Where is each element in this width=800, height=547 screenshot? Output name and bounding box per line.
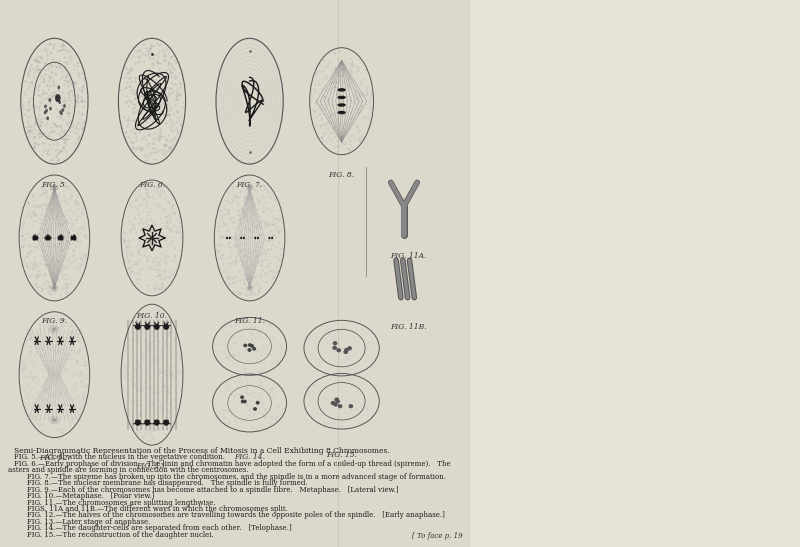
Ellipse shape <box>243 344 247 347</box>
Ellipse shape <box>334 398 339 401</box>
Text: FIG. 15.—The reconstruction of the daughter nuclei.: FIG. 15.—The reconstruction of the daugh… <box>27 531 214 539</box>
Ellipse shape <box>333 403 338 406</box>
Ellipse shape <box>154 420 160 426</box>
Text: FIG. 6.: FIG. 6. <box>139 181 165 189</box>
Text: FIG. 10.: FIG. 10. <box>137 312 167 320</box>
Ellipse shape <box>335 399 340 404</box>
Ellipse shape <box>144 420 150 426</box>
Ellipse shape <box>332 346 337 350</box>
Ellipse shape <box>49 107 52 110</box>
Text: FIG. 10.—Metaphase.   [Polar view.]: FIG. 10.—Metaphase. [Polar view.] <box>27 492 154 500</box>
Ellipse shape <box>333 341 338 345</box>
FancyBboxPatch shape <box>470 0 800 547</box>
Ellipse shape <box>163 420 169 426</box>
Ellipse shape <box>226 237 228 239</box>
Text: FIG. 14.: FIG. 14. <box>234 453 265 461</box>
Ellipse shape <box>241 400 245 403</box>
Ellipse shape <box>135 420 141 426</box>
Ellipse shape <box>163 324 169 330</box>
Ellipse shape <box>240 237 242 239</box>
Ellipse shape <box>46 109 48 113</box>
Text: FIG. 8.—The nuclear membrane has disappeared.   The spindle is fully formed.: FIG. 8.—The nuclear membrane has disappe… <box>27 479 308 487</box>
Ellipse shape <box>49 98 51 102</box>
Ellipse shape <box>256 401 260 405</box>
Ellipse shape <box>336 348 341 352</box>
Text: FIG. 12.: FIG. 12. <box>39 454 70 462</box>
Ellipse shape <box>135 324 141 330</box>
Text: Semi-Diagrammatic Representation of the Process of Mitosis in a Cell Exhibiting : Semi-Diagrammatic Representation of the … <box>14 447 390 455</box>
Ellipse shape <box>46 117 49 120</box>
Text: FIG. 14.—The daughter-cells are separated from each other.   [Telophase.]: FIG. 14.—The daughter-cells are separate… <box>27 525 292 532</box>
Ellipse shape <box>338 111 346 114</box>
Ellipse shape <box>62 108 64 112</box>
Ellipse shape <box>250 344 254 348</box>
Ellipse shape <box>349 404 353 408</box>
Ellipse shape <box>60 112 62 115</box>
Text: FIG. 11.—The chromosomes are splitting lengthwise.: FIG. 11.—The chromosomes are splitting l… <box>27 498 216 507</box>
Text: FIG. 9.—Each of the chromosomes has become attached to a spindle fibre.   Metaph: FIG. 9.—Each of the chromosomes has beco… <box>27 486 399 493</box>
Text: FIG. 11.: FIG. 11. <box>234 317 265 325</box>
Ellipse shape <box>229 237 230 239</box>
Text: FIG. 11B.: FIG. 11B. <box>390 323 426 331</box>
Text: FIG. 15.: FIG. 15. <box>326 451 357 459</box>
Ellipse shape <box>254 237 256 239</box>
Ellipse shape <box>338 404 342 408</box>
Text: FIG. 7.—The spireme has broken up into the chromosomes, and the spindle is in a : FIG. 7.—The spireme has broken up into t… <box>27 473 446 481</box>
Ellipse shape <box>252 347 256 351</box>
Ellipse shape <box>257 237 259 239</box>
Text: FIG. 8.: FIG. 8. <box>329 171 354 179</box>
Ellipse shape <box>240 395 244 399</box>
Text: FIG. 5.: FIG. 5. <box>42 181 67 189</box>
Text: FIG. 5.—A cell with the nucleus in the vegetative condition.: FIG. 5.—A cell with the nucleus in the v… <box>14 453 226 461</box>
Ellipse shape <box>144 324 150 330</box>
Ellipse shape <box>347 346 352 351</box>
Text: FIG. 13.—Later stage of anaphase.: FIG. 13.—Later stage of anaphase. <box>27 518 150 526</box>
Ellipse shape <box>338 96 346 99</box>
Ellipse shape <box>242 400 246 403</box>
Ellipse shape <box>154 324 160 330</box>
Ellipse shape <box>338 88 346 91</box>
Ellipse shape <box>58 85 60 89</box>
Ellipse shape <box>58 100 61 104</box>
Ellipse shape <box>344 348 349 352</box>
Text: FIG. 9.: FIG. 9. <box>42 317 67 325</box>
Text: FIG. 13.: FIG. 13. <box>137 462 167 469</box>
Ellipse shape <box>330 401 335 405</box>
Ellipse shape <box>338 103 346 107</box>
Text: FIG. 12.—The halves of the chromosomes are travelling towards the opposite poles: FIG. 12.—The halves of the chromosomes a… <box>27 511 445 520</box>
Ellipse shape <box>253 407 257 411</box>
Text: FIG. 7.: FIG. 7. <box>237 181 262 189</box>
Ellipse shape <box>271 237 273 239</box>
Ellipse shape <box>44 110 46 114</box>
Ellipse shape <box>247 348 251 352</box>
Ellipse shape <box>63 104 66 108</box>
Ellipse shape <box>59 110 62 114</box>
Ellipse shape <box>44 104 46 108</box>
Text: asters and spindle are forming in connection with the centrosomes.: asters and spindle are forming in connec… <box>8 466 249 474</box>
Ellipse shape <box>269 237 270 239</box>
Ellipse shape <box>343 350 348 354</box>
Ellipse shape <box>248 343 252 347</box>
Text: [ To face p. 19: [ To face p. 19 <box>412 532 462 540</box>
Text: FIG. 11A.: FIG. 11A. <box>390 252 426 260</box>
Ellipse shape <box>55 94 60 102</box>
Ellipse shape <box>243 237 245 239</box>
FancyBboxPatch shape <box>0 0 470 547</box>
Text: FIGS. 11A and 11B.—The different ways in which the chromosomes split.: FIGS. 11A and 11B.—The different ways in… <box>27 505 288 513</box>
Text: FIG. 6.—Early prophase of division.   The linin and chromatin have adopted the f: FIG. 6.—Early prophase of division. The … <box>14 460 451 468</box>
